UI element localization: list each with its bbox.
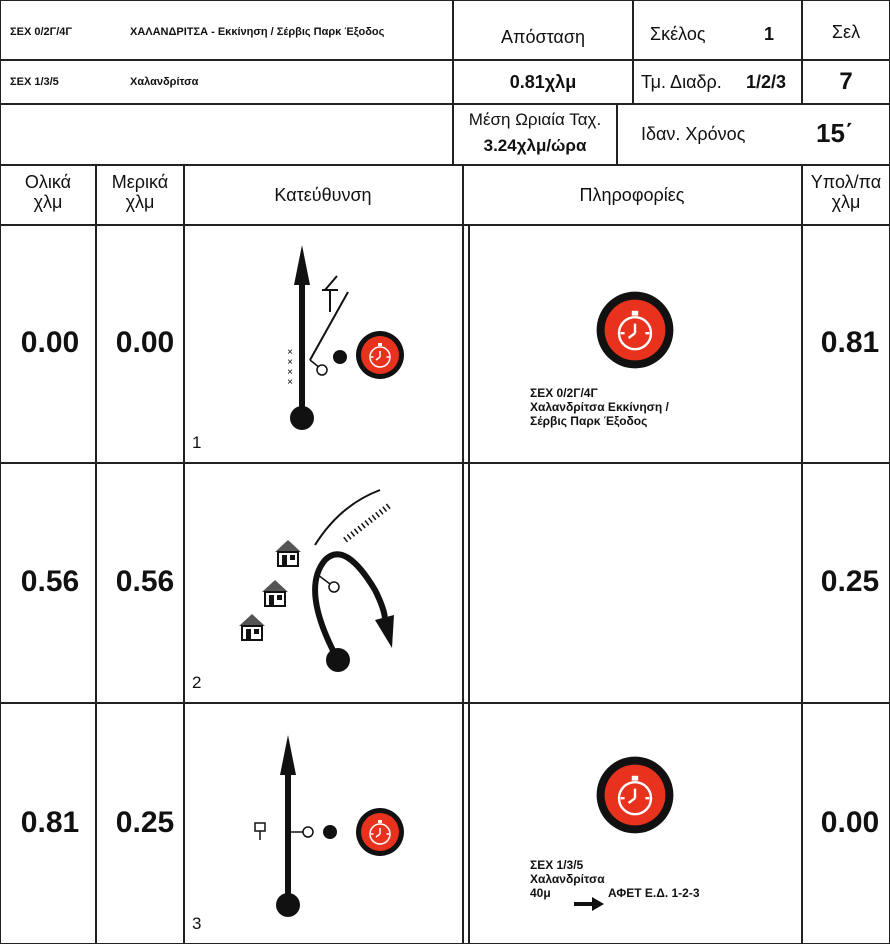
label: Ιδαν. Χρόνος <box>641 124 746 144</box>
svg-text:×: × <box>287 367 293 378</box>
text: Ολικά <box>24 172 72 192</box>
label: Σελ <box>831 22 861 42</box>
svg-text:×: × <box>287 377 293 388</box>
diagram-2 <box>238 489 394 672</box>
cell <box>452 0 633 60</box>
cell <box>0 702 96 944</box>
info-line: ΣΕΧ 1/3/5 <box>530 858 584 872</box>
cell <box>95 702 184 944</box>
cell <box>95 224 184 463</box>
text: χλμ <box>831 192 861 212</box>
row-number: 3 <box>192 914 202 933</box>
cell <box>801 59 890 104</box>
cell <box>183 224 463 463</box>
total-km: 0.00 <box>20 326 80 359</box>
cell <box>616 103 890 165</box>
value: 1/2/3 <box>746 72 787 92</box>
col-header: Κατεύθυνση <box>274 185 372 205</box>
total-km: 0.56 <box>20 565 80 598</box>
cell <box>632 59 802 104</box>
cell <box>801 702 890 944</box>
cell <box>468 462 802 703</box>
col-header: Υπολ/πα χλμ <box>811 172 881 212</box>
partial-km: 0.25 <box>115 805 175 839</box>
info-line: Χαλανδρίτσα <box>530 872 605 886</box>
code: ΣΕΧ 1/3/5 <box>10 76 59 88</box>
diagram-1: ×××× <box>287 245 675 430</box>
cell <box>183 164 463 225</box>
code: ΣΕΧ 0/2Γ/4Γ <box>10 26 73 38</box>
info-target: ΑΦΕΤ Ε.Δ. 1-2-3 <box>608 886 700 900</box>
cell <box>183 702 463 944</box>
cell <box>0 224 96 463</box>
cell <box>462 462 469 703</box>
remaining-km: 0.81 <box>820 326 880 359</box>
info-distance: 40μ <box>530 886 551 900</box>
partial-km: 0.56 <box>115 565 175 598</box>
diagram-3 <box>254 735 675 917</box>
cell <box>0 0 453 60</box>
cell <box>0 462 96 703</box>
value: 15΄ <box>816 118 854 148</box>
text: Υπολ/πα <box>810 172 882 192</box>
cell <box>462 164 802 225</box>
total-km: 0.81 <box>20 805 80 839</box>
cell <box>801 164 890 225</box>
cell <box>0 103 453 165</box>
cell <box>462 702 469 944</box>
cell <box>801 462 890 703</box>
value: 3.24χλμ/ώρα <box>483 136 587 155</box>
label: Σκέλος <box>650 24 706 44</box>
cell <box>0 59 453 104</box>
cell <box>95 462 184 703</box>
cell <box>183 462 463 703</box>
col-header: Ολικά χλμ <box>25 172 71 212</box>
cell <box>801 224 890 463</box>
label: Μέση Ωριαία Ταχ. <box>468 110 602 129</box>
info-line: Σέρβις Παρκ Έξοδος <box>530 414 648 428</box>
cell <box>0 164 96 225</box>
row-number: 2 <box>192 673 202 692</box>
col-header: Μερικά χλμ <box>112 172 168 212</box>
svg-text:×: × <box>287 347 293 358</box>
cell <box>452 59 633 104</box>
value: 7 <box>839 68 853 95</box>
info-line: ΣΕΧ 0/2Γ/4Γ <box>530 386 598 400</box>
remaining-km: 0.00 <box>820 805 880 839</box>
text: Μερικά <box>111 172 169 192</box>
col-header: Πληροφορίες <box>579 185 685 205</box>
cell <box>468 224 802 463</box>
text: χλμ <box>33 192 63 212</box>
cell <box>452 103 617 165</box>
text: χλμ <box>125 192 155 212</box>
name: Χαλανδρίτσα <box>130 76 199 88</box>
row-number: 1 <box>192 433 202 452</box>
partial-km: 0.00 <box>115 326 175 359</box>
cell <box>95 164 184 225</box>
label: Απόσταση <box>501 27 585 47</box>
cell <box>801 0 890 60</box>
info-line: Χαλανδρίτσα Εκκίνηση / <box>530 400 669 414</box>
remaining-km: 0.25 <box>820 565 880 598</box>
cell <box>468 702 802 944</box>
cell <box>462 224 469 463</box>
value: 0.81χλμ <box>509 72 577 92</box>
svg-text:×: × <box>287 357 293 368</box>
name: ΧΑΛΑΝΔΡΙΤΣΑ - Εκκίνηση / Σέρβις Παρκ Έξο… <box>130 26 385 38</box>
cell <box>632 0 802 60</box>
label: Τμ. Διαδρ. <box>641 72 722 92</box>
value: 1 <box>764 24 775 44</box>
